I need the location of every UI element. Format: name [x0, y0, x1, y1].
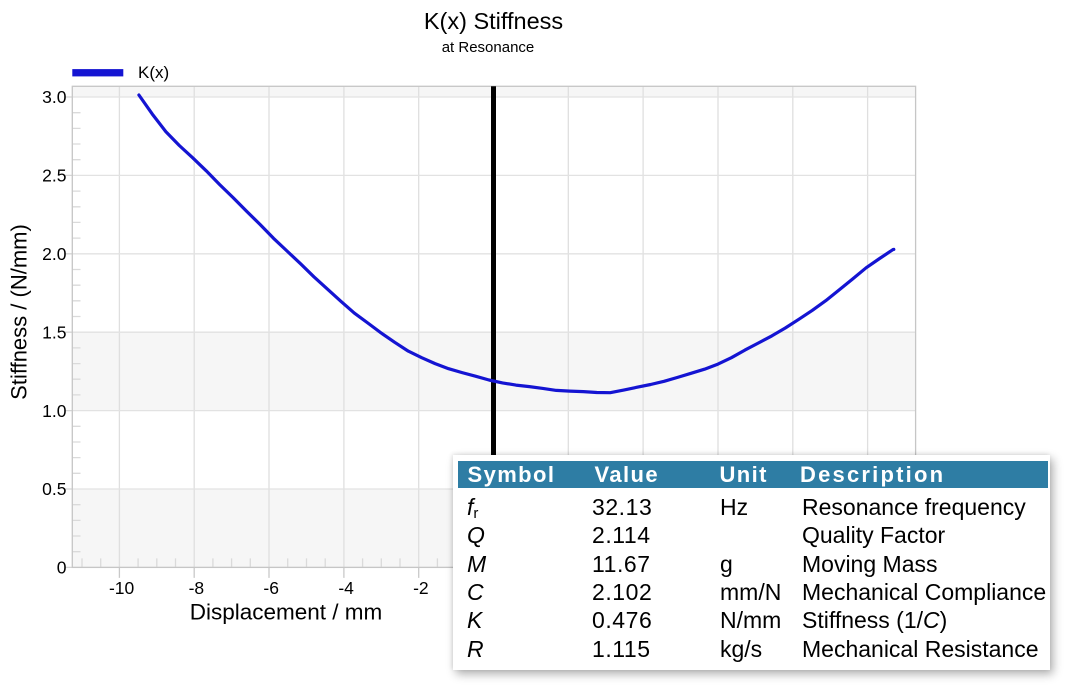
svg-text:-8: -8 [189, 578, 205, 598]
svg-text:Stiffness / (N/mm): Stiffness / (N/mm) [7, 224, 32, 400]
svg-text:K(x) Stiffness: K(x) Stiffness [424, 8, 563, 34]
svg-text:1.5: 1.5 [42, 322, 66, 342]
svg-text:0: 0 [57, 558, 67, 578]
svg-text:3.0: 3.0 [42, 87, 67, 107]
svg-text:-4: -4 [338, 578, 354, 598]
svg-text:0.5: 0.5 [42, 479, 66, 499]
svg-text:2.5: 2.5 [42, 166, 66, 186]
svg-text:1.0: 1.0 [42, 401, 67, 421]
svg-text:-2: -2 [413, 578, 429, 598]
svg-text:Displacement / mm: Displacement / mm [190, 600, 383, 625]
svg-text:K(x): K(x) [138, 63, 169, 82]
svg-text:at Resonance: at Resonance [442, 39, 535, 56]
svg-text:2.0: 2.0 [42, 244, 67, 264]
svg-text:-6: -6 [263, 578, 279, 598]
svg-text:-10: -10 [109, 578, 135, 598]
